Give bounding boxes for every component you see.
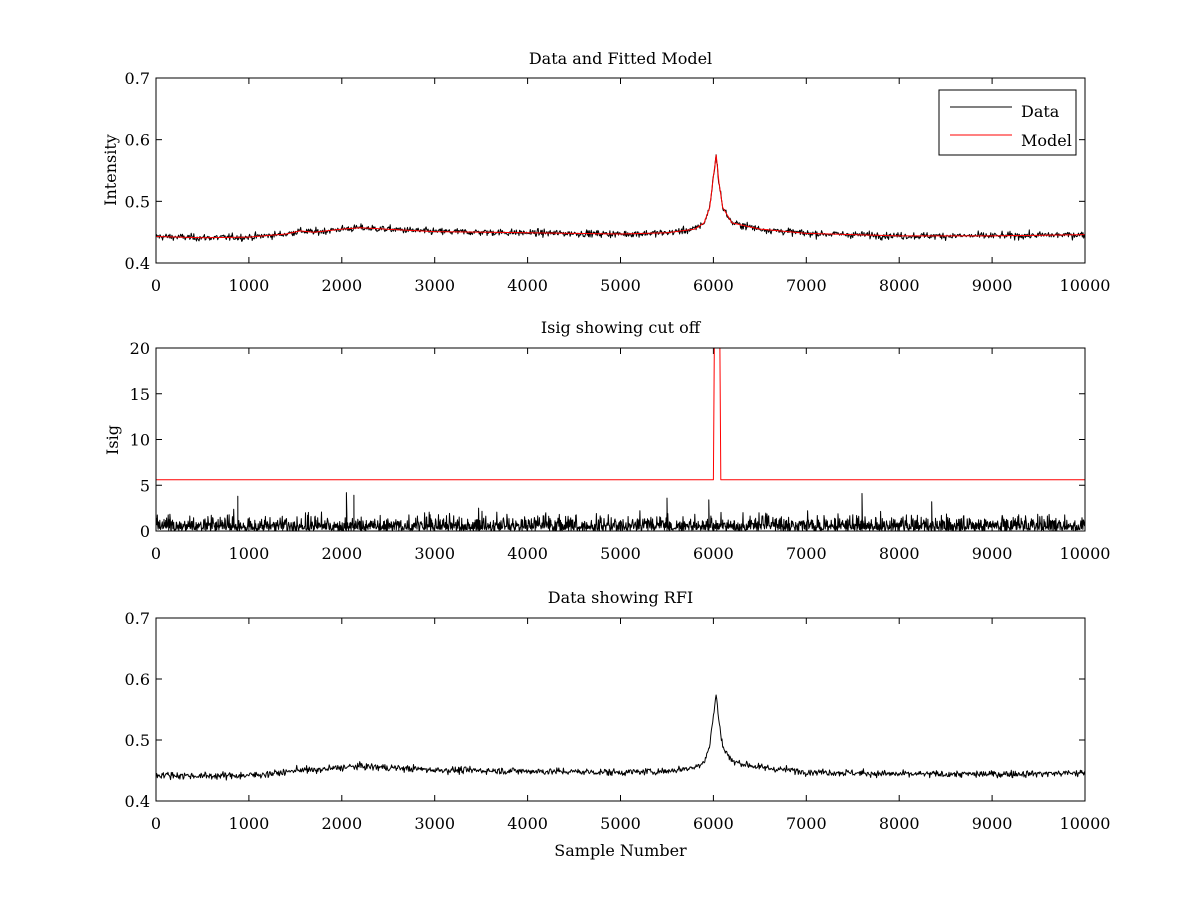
axes-frame <box>155 617 1086 802</box>
x-tick-label: 9000 <box>972 544 1013 563</box>
x-tick-label: 0 <box>151 814 161 833</box>
x-tick-label: 8000 <box>879 814 920 833</box>
x-tick-label: 8000 <box>879 276 920 295</box>
x-tick-label: 3000 <box>414 814 455 833</box>
plot-title: Data and Fitted Model <box>529 49 712 68</box>
legend-box <box>938 89 1077 156</box>
series-line-s0 <box>155 694 1086 781</box>
series-line-s0 <box>155 492 1086 532</box>
x-tick-label: 4000 <box>507 544 548 563</box>
x-tick-label: 7000 <box>786 814 827 833</box>
axis-ticks: 0 1000 2000 3000 4000 5000 6000 7000 8000 9000 100… <box>130 339 1111 563</box>
subplot-data-and-model: Data and Fitted Model Intensity 0 1000 200… <box>101 49 1110 295</box>
x-tick-label: 8000 <box>879 544 920 563</box>
x-tick-label: 4000 <box>507 814 548 833</box>
axis-ticks: 0 1000 2000 3000 4000 5000 6000 7000 8000 9000 100… <box>125 69 1111 295</box>
legend-label-model: Model <box>1021 131 1072 150</box>
y-tick-label: 20 <box>130 339 150 358</box>
x-tick-label: 10000 <box>1060 814 1111 833</box>
series-group <box>155 154 1086 242</box>
x-tick-label: 1000 <box>229 814 270 833</box>
y-tick-label: 0.6 <box>125 670 150 689</box>
legend: Data Model <box>938 89 1077 156</box>
x-tick-label: 6000 <box>693 544 734 563</box>
x-tick-label: 10000 <box>1060 544 1111 563</box>
y-tick-label: 0.5 <box>125 731 150 750</box>
x-tick-label: 6000 <box>693 814 734 833</box>
x-tick-label: 9000 <box>972 276 1013 295</box>
y-tick-label: 0 <box>140 522 150 541</box>
x-tick-label: 1000 <box>229 276 270 295</box>
y-tick-label: 0.4 <box>125 792 150 811</box>
y-tick-label: 0.6 <box>125 131 150 150</box>
y-axis-label: Isig <box>103 425 122 455</box>
y-tick-label: 5 <box>140 476 150 495</box>
x-tick-label: 2000 <box>321 814 362 833</box>
x-tick-label: 7000 <box>786 276 827 295</box>
x-tick-label: 6000 <box>693 276 734 295</box>
x-tick-label: 0 <box>151 544 161 563</box>
x-tick-label: 9000 <box>972 814 1013 833</box>
y-tick-label: 15 <box>130 385 150 404</box>
subplot-isig: Isig showing cut off Isig 0 1000 2000 3000 4… <box>103 318 1110 563</box>
legend-label-data: Data <box>1021 102 1060 121</box>
y-tick-label: 0.5 <box>125 192 150 211</box>
plot-title: Isig showing cut off <box>541 318 702 337</box>
x-tick-label: 5000 <box>600 276 641 295</box>
x-tick-label: 2000 <box>321 544 362 563</box>
y-tick-label: 10 <box>130 431 150 450</box>
x-tick-label: 5000 <box>600 814 641 833</box>
series-group <box>155 694 1086 781</box>
x-tick-label: 5000 <box>600 544 641 563</box>
subplot-rfi: Data showing RFI 0 1000 2000 3000 4000 5000 60… <box>125 588 1111 860</box>
y-axis-label: Intensity <box>101 134 120 206</box>
x-tick-label: 7000 <box>786 544 827 563</box>
y-tick-label: 0.7 <box>125 609 150 628</box>
x-tick-label: 3000 <box>414 544 455 563</box>
x-tick-label: 10000 <box>1060 276 1111 295</box>
x-tick-label: 0 <box>151 276 161 295</box>
y-tick-label: 0.4 <box>125 254 150 273</box>
y-tick-label: 0.7 <box>125 69 150 88</box>
x-axis-label: Sample Number <box>554 841 687 860</box>
x-tick-label: 4000 <box>507 276 548 295</box>
plot-title: Data showing RFI <box>548 588 693 607</box>
x-tick-label: 2000 <box>321 276 362 295</box>
x-tick-label: 1000 <box>229 544 270 563</box>
series-line-model <box>155 154 1086 239</box>
x-tick-label: 3000 <box>414 276 455 295</box>
axes-frame <box>155 347 1086 532</box>
axes-frame <box>155 77 1086 264</box>
